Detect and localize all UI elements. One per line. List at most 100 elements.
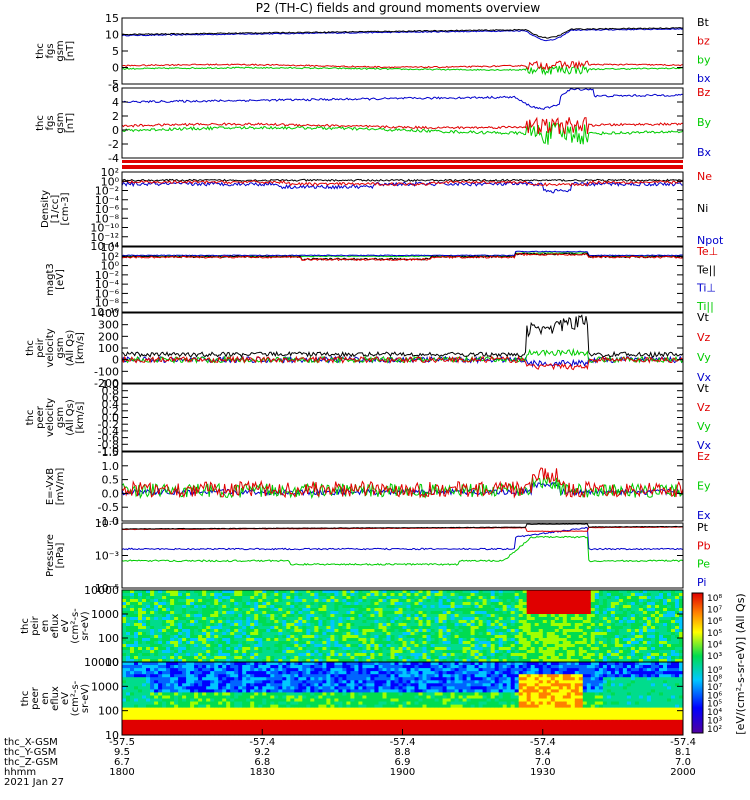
spectrogram-cell <box>675 608 680 612</box>
spectrogram-cell <box>326 671 331 675</box>
spectrogram-cell <box>250 671 255 675</box>
spectrogram-cell <box>126 611 131 615</box>
spectrogram-cell <box>370 599 375 603</box>
spectrogram-cell <box>590 656 596 660</box>
spectrogram-cell <box>182 725 187 730</box>
spectrogram-cell <box>570 626 576 630</box>
spectrogram-cell <box>190 719 195 724</box>
spectrogram-cell <box>522 620 528 624</box>
spectrogram-cell <box>626 635 632 639</box>
spectrogram-cell <box>630 653 636 657</box>
spectrogram-cell <box>122 647 127 651</box>
spectrogram-cell <box>482 596 488 600</box>
spectrogram-cell <box>130 605 135 609</box>
spectrogram-cell <box>590 605 596 609</box>
spectrogram-cell <box>526 605 532 609</box>
spectrogram-cell <box>502 629 508 633</box>
spectrogram-cell <box>274 683 279 687</box>
spectrogram-cell <box>422 629 428 633</box>
spectrogram-cell <box>198 617 203 621</box>
spectrogram-cell <box>582 614 588 618</box>
spectrogram-cell <box>398 644 404 648</box>
spectrogram-cell <box>254 650 259 654</box>
spectrogram-cell <box>306 638 311 642</box>
spectrogram-cell <box>306 626 311 630</box>
spectrogram-cell <box>338 668 343 672</box>
spectrogram-cell <box>458 635 464 639</box>
spectrogram-cell <box>374 614 379 618</box>
spectrogram-cell <box>158 668 163 672</box>
spectrogram-cell <box>450 596 456 600</box>
spectrogram-cell <box>406 626 412 630</box>
spectrogram-cell <box>166 713 171 718</box>
spectrogram-cell <box>142 668 147 672</box>
y-tick-label: 10⁻⁸ <box>95 212 120 225</box>
spectrogram-cell <box>214 644 219 648</box>
spectrogram-cell <box>186 632 191 636</box>
spectrogram-cell <box>310 635 315 639</box>
spectrogram-cell <box>578 599 584 603</box>
spectrogram-cell <box>626 614 632 618</box>
spectrogram-cell <box>450 623 456 627</box>
spectrogram-cell <box>622 650 628 654</box>
spectrogram-cell <box>414 626 420 630</box>
spectrogram-cell <box>550 626 556 630</box>
y-axis-label: [eV] <box>55 269 66 290</box>
spectrogram-cell <box>626 659 632 663</box>
spectrogram-cell <box>586 632 592 636</box>
spectrogram-cell <box>578 596 584 600</box>
y-axis-label: en <box>40 620 51 633</box>
spectrogram-cell <box>426 641 432 645</box>
spectrogram-cell <box>642 623 648 627</box>
spectrogram-cell <box>290 692 295 696</box>
spectrogram-cell <box>606 608 612 612</box>
spectrogram-cell <box>262 656 267 660</box>
spectrogram-cell <box>214 719 219 724</box>
spectrogram-cell <box>294 695 299 700</box>
spectrogram-cell <box>610 620 616 624</box>
spectrogram-cell <box>186 686 191 690</box>
spectrogram-cell <box>574 623 580 627</box>
spectrogram-cell <box>570 599 576 603</box>
spectrogram-cell <box>675 641 680 645</box>
spectrogram-cell <box>218 656 223 660</box>
spectrogram-cell <box>430 641 436 645</box>
spectrogram-cell <box>258 614 263 618</box>
spectrogram-cell <box>562 632 568 636</box>
spectrogram-cell <box>322 641 327 645</box>
spectrogram-cell <box>210 620 215 624</box>
spectrogram-cell <box>238 674 243 678</box>
spectrogram-cell <box>250 725 255 730</box>
spectrogram-cell <box>290 683 295 687</box>
spectrogram-cell <box>134 689 139 693</box>
spectrogram-cell <box>302 732 307 736</box>
spectrogram-cell <box>298 674 303 678</box>
spectrogram-cell <box>234 725 239 730</box>
spectrogram-cell <box>426 659 432 663</box>
spectrogram-cell <box>630 644 636 648</box>
spectrogram-cell <box>186 602 191 606</box>
spectrogram-cell <box>414 629 420 633</box>
spectrogram-cell <box>194 725 199 730</box>
spectrogram-cell <box>442 635 448 639</box>
spectrogram-cell <box>382 590 388 594</box>
spectrogram-cell <box>402 653 408 657</box>
spectrogram-cell <box>562 620 568 624</box>
spectrogram-cell <box>638 620 644 624</box>
y-tick-label: 5 <box>112 45 119 58</box>
spectrogram-cell <box>675 611 680 615</box>
spectrogram-cell <box>214 686 219 690</box>
spectrogram-cell <box>318 635 323 639</box>
spectrogram-cell <box>210 656 215 660</box>
spectrogram-cell <box>374 605 379 609</box>
spectrogram-cell <box>142 611 147 615</box>
spectrogram-cell <box>482 593 488 597</box>
spectrogram-cell <box>158 617 163 621</box>
spectrogram-cell <box>254 629 259 633</box>
spectrogram-cell <box>466 605 472 609</box>
spectrogram-cell <box>122 617 127 621</box>
spectrogram-cell <box>262 695 267 700</box>
panel-frame <box>121 87 684 159</box>
spectrogram-cell <box>634 596 640 600</box>
